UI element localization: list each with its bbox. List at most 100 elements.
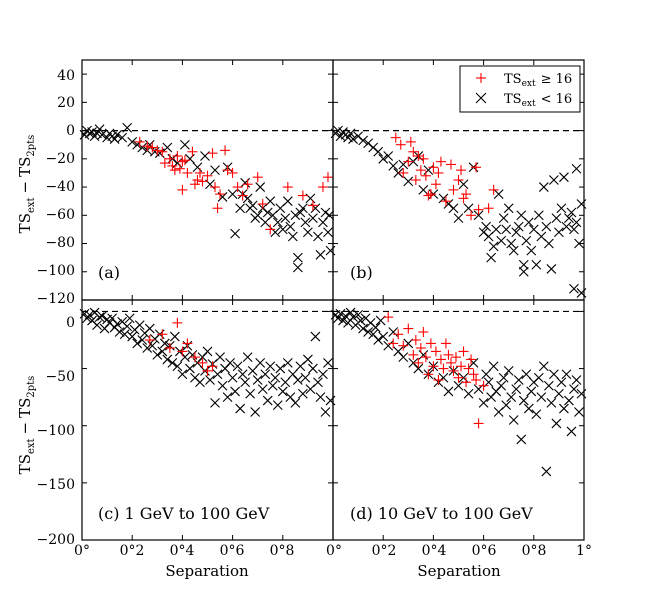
scatter-point-low-ts bbox=[543, 238, 554, 249]
scatter-point-low-ts bbox=[370, 322, 381, 333]
scatter-point-low-ts bbox=[94, 312, 105, 323]
x-tick-label: 0°8 bbox=[522, 543, 547, 559]
scatter-point-low-ts bbox=[358, 135, 369, 146]
scatter-point-low-ts bbox=[277, 386, 288, 397]
scatter-point-high-ts bbox=[445, 357, 456, 368]
scatter-point-low-ts bbox=[523, 217, 534, 228]
scatter-point-low-ts bbox=[559, 172, 569, 183]
scatter-point-low-ts bbox=[511, 384, 522, 395]
scatter-point-low-ts bbox=[308, 213, 318, 224]
x-tick-label: 0°6 bbox=[472, 543, 497, 559]
scatter-point-low-ts bbox=[180, 352, 190, 363]
scatter-point-low-ts bbox=[310, 331, 321, 342]
scatter-point-low-ts bbox=[526, 386, 537, 397]
scatter-point-low-ts bbox=[335, 308, 346, 319]
scatter-point-low-ts bbox=[285, 221, 296, 232]
scatter-point-low-ts bbox=[383, 151, 394, 161]
scatter-point-low-ts bbox=[333, 313, 343, 324]
scatter-point-high-ts bbox=[227, 167, 238, 178]
scatter-point-high-ts bbox=[453, 175, 464, 185]
scatter-point-low-ts bbox=[205, 375, 215, 385]
scatter-point-low-ts bbox=[478, 397, 489, 408]
scatter-point-low-ts bbox=[275, 363, 286, 374]
scatter-point-low-ts bbox=[538, 361, 549, 372]
scatter-point-low-ts bbox=[277, 224, 288, 235]
scatter-point-high-ts bbox=[388, 338, 399, 349]
scatter-point-high-ts bbox=[194, 167, 205, 178]
scatter-point-low-ts bbox=[217, 380, 228, 391]
scatter-point-high-ts bbox=[403, 323, 414, 334]
scatter-point-low-ts bbox=[488, 361, 499, 372]
panel-label-b: (b) bbox=[350, 263, 373, 282]
scatter-point-low-ts bbox=[533, 210, 544, 221]
scatter-point-low-ts bbox=[508, 415, 519, 425]
scatter-point-low-ts bbox=[260, 369, 271, 380]
scatter-point-high-ts bbox=[179, 155, 190, 166]
scatter-point-high-ts bbox=[202, 170, 213, 181]
scatter-point-high-ts bbox=[159, 158, 170, 169]
scatter-point-low-ts bbox=[127, 136, 138, 147]
scatter-point-high-ts bbox=[420, 170, 431, 181]
scatter-point-high-ts bbox=[433, 375, 444, 385]
scatter-point-low-ts bbox=[185, 363, 195, 374]
scatter-point-high-ts bbox=[164, 153, 175, 164]
scatter-point-low-ts bbox=[262, 395, 273, 406]
scatter-point-low-ts bbox=[245, 388, 256, 399]
scatter-point-low-ts bbox=[564, 395, 574, 406]
scatter-point-high-ts bbox=[164, 343, 175, 353]
scatter-point-low-ts bbox=[506, 238, 517, 249]
scatter-point-low-ts bbox=[353, 309, 363, 320]
scatter-point-low-ts bbox=[345, 307, 356, 318]
scatter-point-high-ts bbox=[152, 145, 163, 156]
scatter-point-low-ts bbox=[132, 338, 143, 349]
scatter-point-low-ts bbox=[541, 221, 552, 232]
scatter-point-low-ts bbox=[180, 139, 190, 150]
scatter-point-low-ts bbox=[554, 388, 564, 399]
scatter-point-low-ts bbox=[518, 266, 529, 277]
legend-marker-plus bbox=[476, 73, 486, 83]
scatter-point-low-ts bbox=[255, 357, 266, 368]
scatter-point-low-ts bbox=[403, 176, 414, 187]
scatter-point-high-ts bbox=[410, 335, 421, 345]
scatter-point-high-ts bbox=[307, 200, 318, 211]
scatter-point-high-ts bbox=[425, 338, 436, 349]
y-tick-label: −60 bbox=[45, 207, 75, 223]
scatter-point-high-ts bbox=[197, 176, 208, 187]
scatter-point-low-ts bbox=[323, 357, 333, 368]
scatter-point-low-ts bbox=[566, 426, 577, 437]
scatter-point-low-ts bbox=[516, 434, 527, 445]
scatter-point-high-ts bbox=[297, 190, 308, 201]
scatter-point-low-ts bbox=[448, 203, 459, 214]
scatter-point-high-ts bbox=[456, 361, 467, 372]
scatter-point-low-ts bbox=[453, 213, 464, 224]
scatter-point-low-ts bbox=[543, 380, 554, 391]
scatter-point-low-ts bbox=[496, 235, 507, 246]
scatter-point-low-ts bbox=[576, 199, 587, 209]
scatter-point-low-ts bbox=[531, 259, 542, 270]
scatter-point-low-ts bbox=[300, 372, 311, 383]
scatter-point-low-ts bbox=[303, 354, 313, 365]
scatter-point-low-ts bbox=[323, 227, 333, 238]
scatter-point-low-ts bbox=[574, 238, 584, 249]
scatter-point-low-ts bbox=[493, 189, 504, 200]
x-tick-label: 0°6 bbox=[220, 543, 245, 559]
scatter-point-high-ts bbox=[430, 346, 441, 357]
y-tick-label: −40 bbox=[45, 179, 75, 195]
scatter-point-low-ts bbox=[526, 245, 537, 256]
scatter-point-low-ts bbox=[571, 375, 582, 385]
x-tick-label: 0° bbox=[74, 543, 90, 559]
scatter-point-high-ts bbox=[144, 335, 155, 345]
scatter-point-low-ts bbox=[187, 349, 198, 360]
scatter-point-high-ts bbox=[322, 172, 333, 183]
scatter-point-low-ts bbox=[127, 331, 138, 342]
legend: TSext ≥ 16 TSext < 16 bbox=[459, 65, 581, 113]
scatter-point-high-ts bbox=[448, 184, 459, 195]
scatter-point-low-ts bbox=[523, 403, 534, 414]
x-tick-label: 0°2 bbox=[372, 543, 397, 559]
scatter-point-low-ts bbox=[280, 377, 291, 388]
legend-marker-x bbox=[475, 92, 487, 104]
scatter-point-low-ts bbox=[481, 369, 491, 380]
scatter-point-low-ts bbox=[566, 207, 577, 218]
y-tick-label: −100 bbox=[37, 263, 75, 279]
scatter-point-high-ts bbox=[461, 189, 472, 200]
